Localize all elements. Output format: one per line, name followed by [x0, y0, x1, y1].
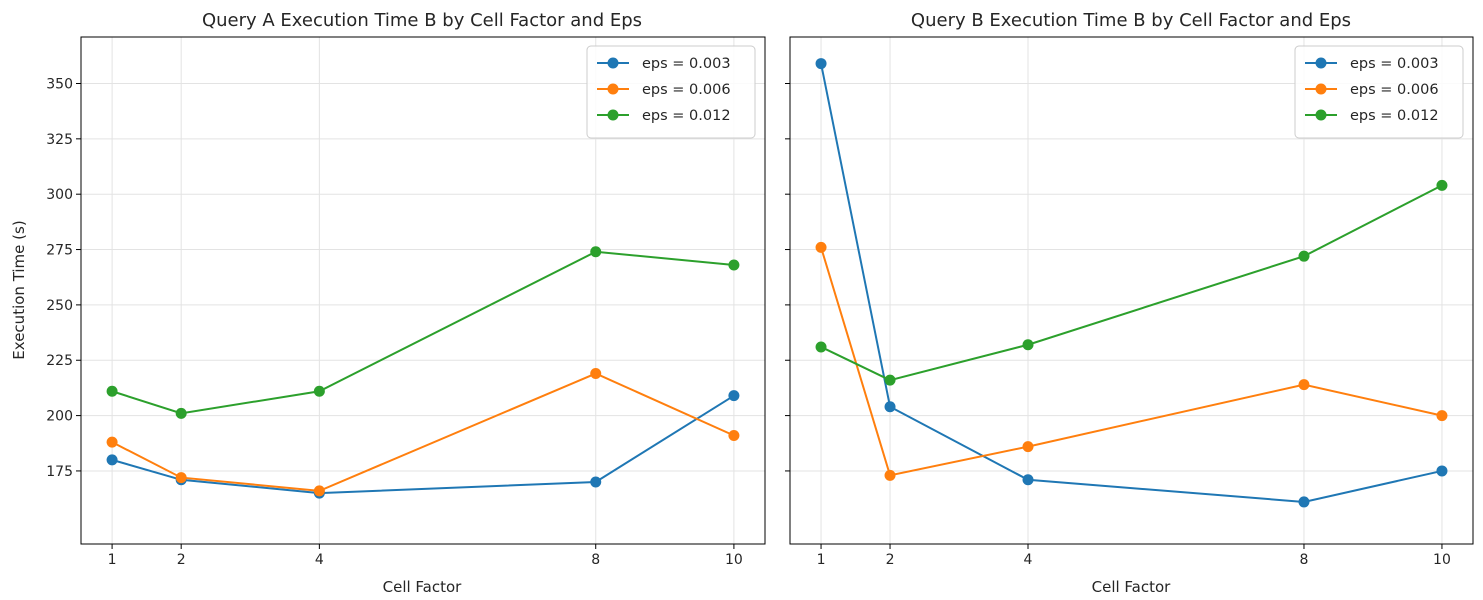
- data-point: [1436, 410, 1448, 422]
- data-point: [175, 472, 187, 484]
- legend-marker: [607, 57, 619, 69]
- y-tick-label: 350: [46, 76, 73, 92]
- data-point: [1436, 179, 1448, 191]
- x-tick-label: 8: [591, 552, 600, 568]
- data-point: [1022, 474, 1034, 486]
- x-tick-label: 10: [725, 552, 743, 568]
- data-point: [175, 407, 187, 419]
- y-tick-label: 175: [46, 464, 73, 480]
- chart-title: Query B Execution Time B by Cell Factor …: [911, 10, 1351, 31]
- x-tick-label: 4: [1024, 552, 1033, 568]
- x-tick-label: 4: [315, 552, 324, 568]
- data-point: [815, 241, 827, 253]
- x-tick-label: 10: [1433, 552, 1451, 568]
- y-tick-label: 200: [46, 409, 73, 425]
- legend-marker: [607, 83, 619, 95]
- x-tick-label: 2: [177, 552, 186, 568]
- data-point: [106, 454, 118, 466]
- y-tick-label: 300: [46, 187, 73, 203]
- data-point: [590, 368, 602, 380]
- legend: eps = 0.003 eps = 0.006 eps = 0.012: [1294, 45, 1464, 139]
- legend-label: eps = 0.012: [1350, 108, 1439, 124]
- data-point: [728, 259, 740, 271]
- x-tick-label: 1: [817, 552, 826, 568]
- x-axis-label: Cell Factor: [383, 578, 463, 596]
- legend-label: eps = 0.006: [642, 82, 731, 98]
- series-line: [111, 250, 735, 415]
- series-line: [820, 247, 1443, 477]
- legend-label: eps = 0.006: [1350, 82, 1439, 98]
- legend-marker: [1315, 109, 1327, 121]
- data-point: [728, 390, 740, 402]
- series-line: [820, 184, 1443, 382]
- data-point: [1298, 496, 1310, 508]
- legend-label: eps = 0.003: [1350, 56, 1439, 72]
- data-point: [884, 374, 896, 386]
- data-point: [1022, 339, 1034, 351]
- y-axis-label: Execution Time (s): [10, 220, 28, 359]
- plot-frame: [80, 36, 766, 545]
- y-tick-label: 225: [46, 353, 73, 369]
- data-point: [884, 401, 896, 413]
- x-tick-label: 8: [1300, 552, 1309, 568]
- data-point: [106, 436, 118, 448]
- y-tick-label: 250: [46, 298, 73, 314]
- y-tick-label: 275: [46, 243, 73, 259]
- data-point: [1022, 441, 1034, 453]
- data-point: [884, 469, 896, 481]
- y-tick-label: 325: [46, 132, 73, 148]
- legend-marker: [1315, 83, 1327, 95]
- chart-query-b: Query B Execution Time B by Cell Factor …: [785, 10, 1474, 596]
- data-point: [1298, 250, 1310, 262]
- x-axis-label: Cell Factor: [1092, 578, 1172, 596]
- legend-label: eps = 0.012: [642, 108, 731, 124]
- legend-marker: [607, 109, 619, 121]
- x-tick-label: 1: [108, 552, 117, 568]
- chart-query-a: Query A Execution Time B by Cell Factor …: [10, 10, 766, 596]
- legend-marker: [1315, 57, 1327, 69]
- legend: eps = 0.003 eps = 0.006 eps = 0.012: [586, 45, 756, 139]
- data-point: [728, 430, 740, 442]
- series-line: [111, 372, 735, 492]
- plot-frame: [789, 36, 1474, 545]
- data-point: [313, 485, 325, 497]
- data-point: [1436, 465, 1448, 477]
- data-point: [590, 246, 602, 258]
- x-tick-label: 2: [886, 552, 895, 568]
- legend-label: eps = 0.003: [642, 56, 731, 72]
- chart-title: Query A Execution Time B by Cell Factor …: [202, 10, 642, 31]
- data-point: [815, 58, 827, 70]
- data-point: [590, 476, 602, 488]
- data-point: [1298, 379, 1310, 391]
- data-point: [106, 385, 118, 397]
- data-point: [313, 385, 325, 397]
- data-point: [815, 341, 827, 353]
